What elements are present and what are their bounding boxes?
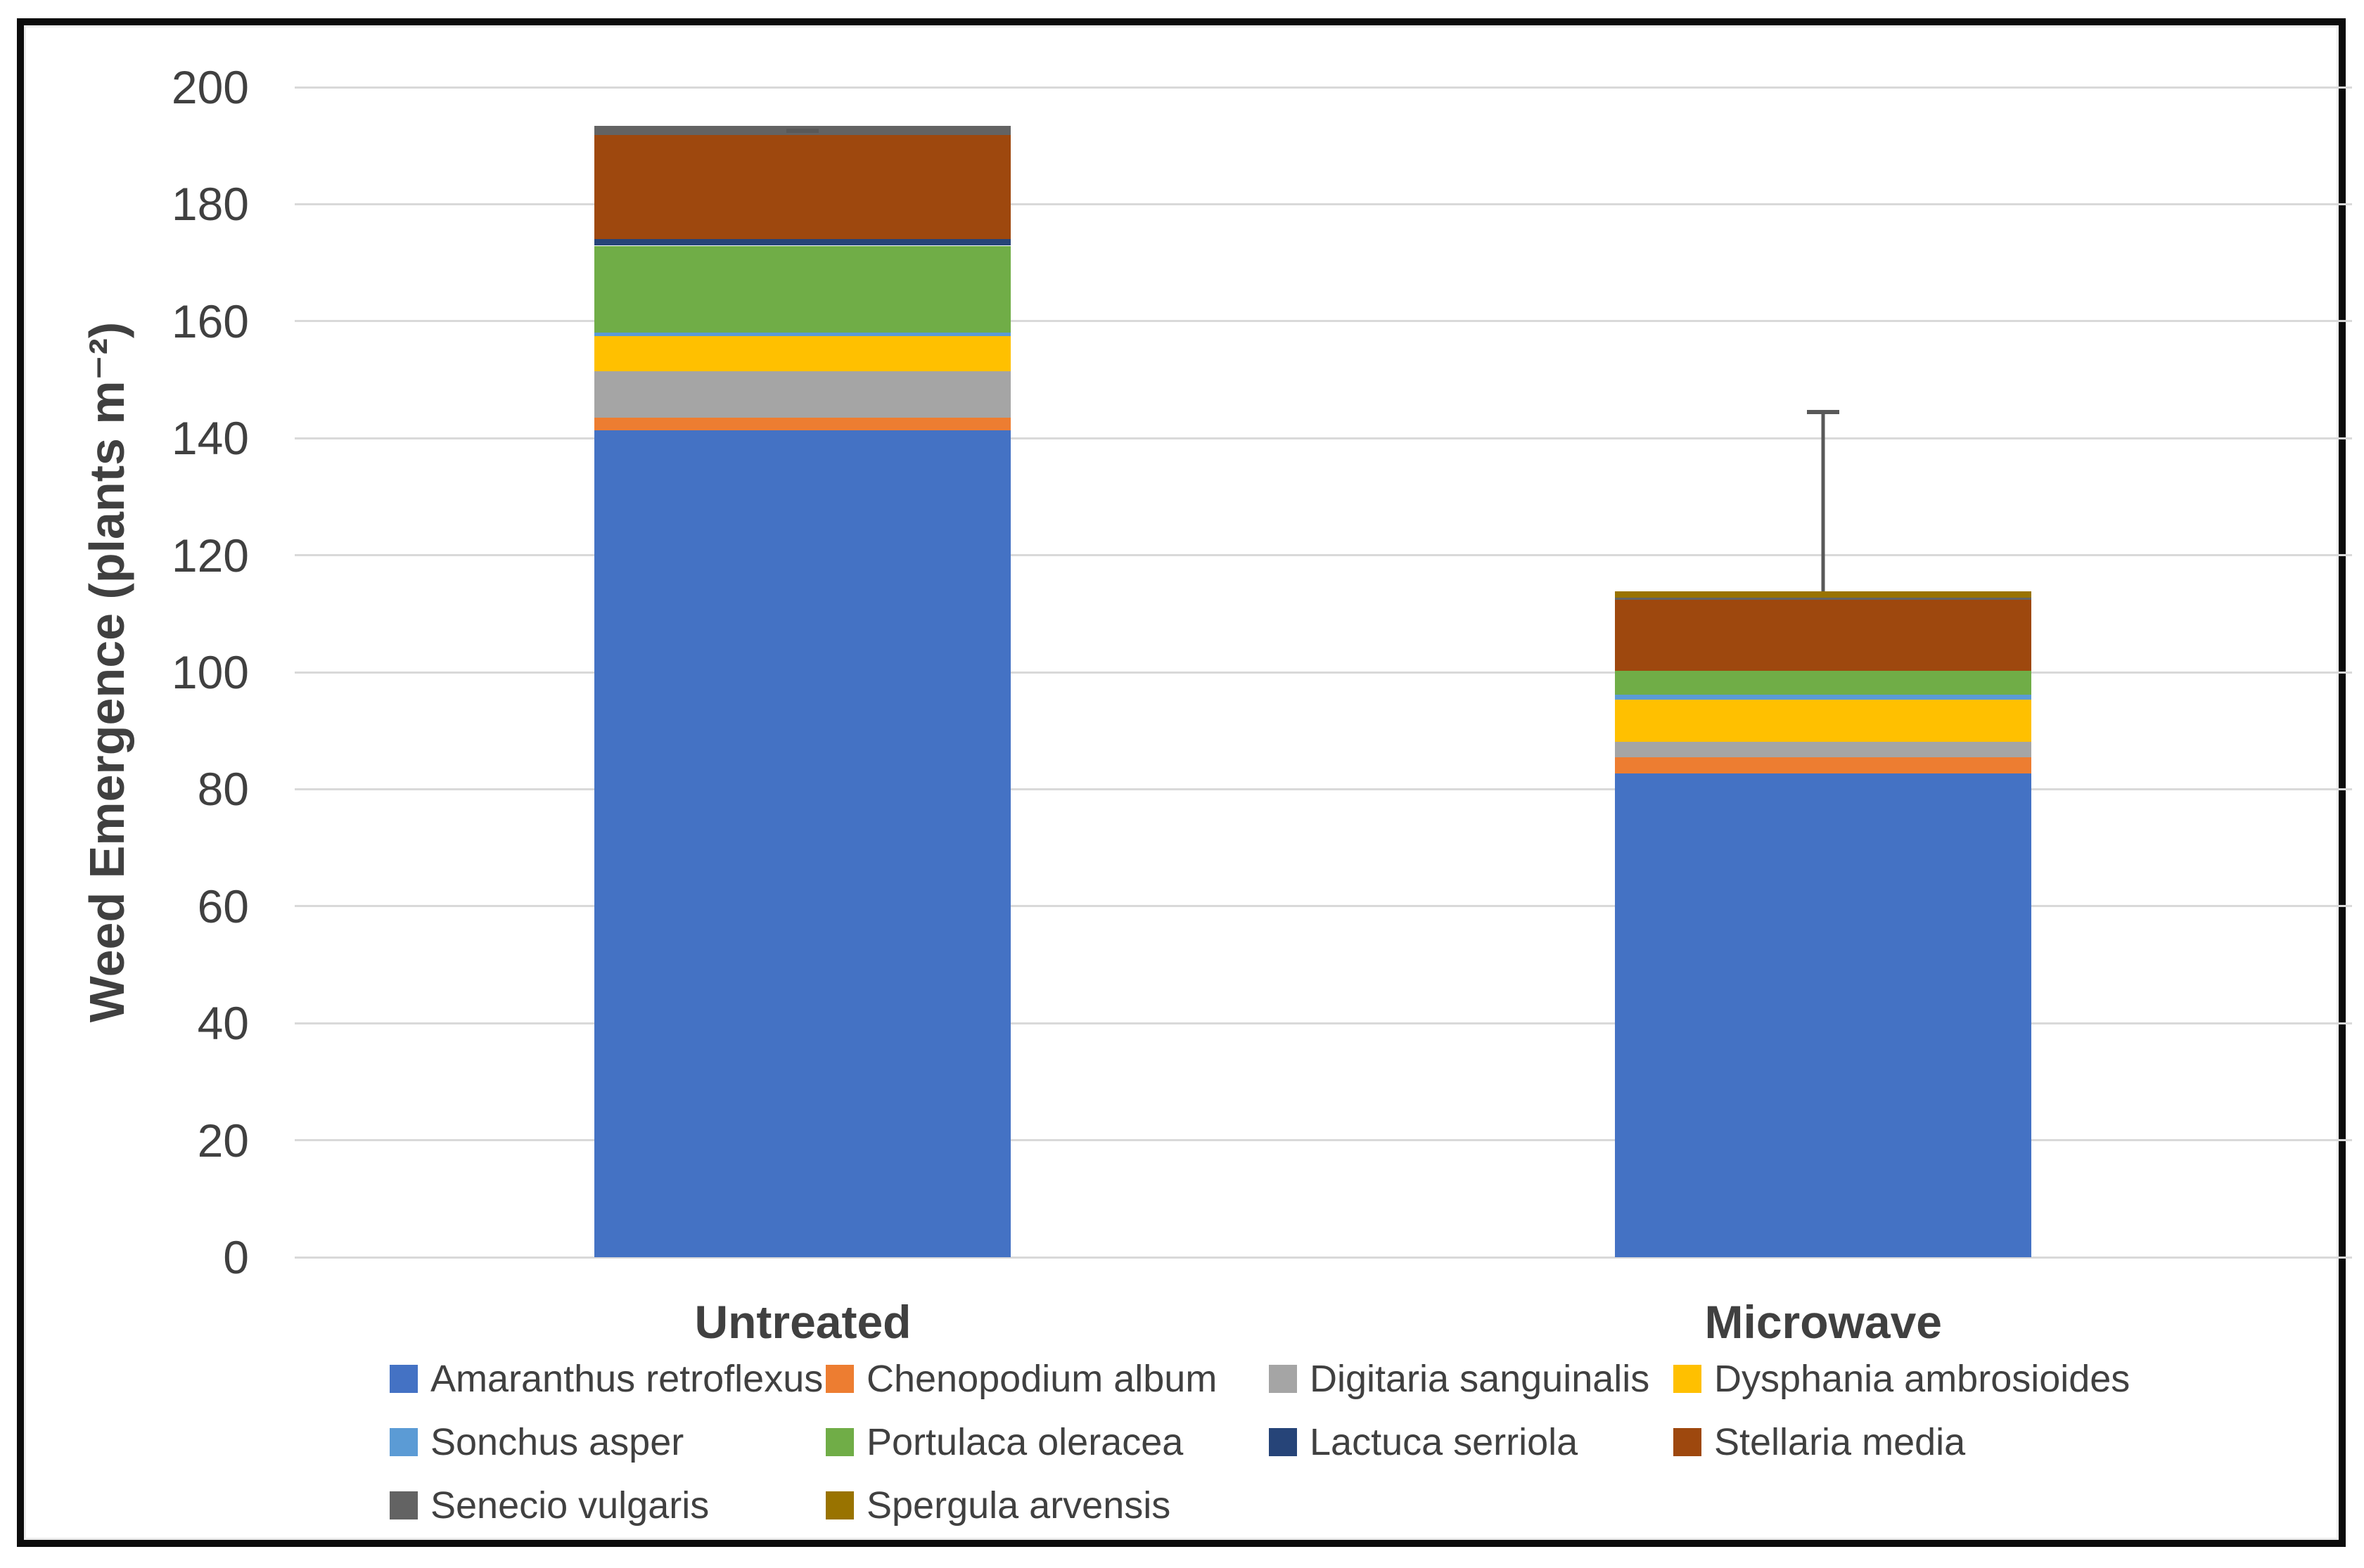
gridline-y-60	[295, 905, 2352, 908]
bar-segment	[594, 333, 1011, 336]
bar-segment	[1615, 591, 2032, 598]
error-bar-whisker	[1821, 411, 1825, 592]
bar-segment	[594, 239, 1011, 246]
y-tick-label-160: 160	[171, 295, 249, 347]
gridline-y-140	[295, 437, 2352, 439]
legend-label: Sonchus asper	[430, 1421, 684, 1463]
legend-label: Stellaria media	[1714, 1421, 1966, 1463]
bar-segment	[594, 335, 1011, 371]
legend-label: Digitaria sanguinalis	[1310, 1358, 1650, 1400]
legend-item: Lactuca serriola	[1269, 1423, 1673, 1461]
legend-label: Portulaca oleracea	[867, 1421, 1184, 1463]
y-tick-label-120: 120	[171, 529, 249, 581]
bar-segment	[1615, 700, 2032, 743]
bar-untreated	[594, 87, 1011, 1257]
legend-item: Sonchus asper	[390, 1423, 826, 1461]
y-tick-label-40: 40	[197, 997, 249, 1050]
bar-segment	[1615, 742, 2032, 757]
legend-label: Amaranthus retroflexus	[430, 1358, 824, 1400]
gridline-y-160	[295, 320, 2352, 323]
legend-swatch-icon	[390, 1365, 418, 1393]
legend-swatch-icon	[826, 1365, 854, 1393]
bar-segment	[594, 418, 1011, 430]
plot-area	[295, 86, 2352, 1259]
legend-item: Senecio vulgaris	[390, 1486, 826, 1524]
gridline-y-200	[295, 86, 2352, 89]
gridline-y-120	[295, 554, 2352, 557]
gridline-y-80	[295, 788, 2352, 790]
legend-item: Stellaria media	[1673, 1423, 2109, 1461]
y-tick-label-20: 20	[197, 1114, 249, 1167]
chart-outer-frame: Weed Emergence (plants m⁻²) Untreated Mic…	[17, 18, 2352, 1550]
y-tick-label-80: 80	[197, 763, 249, 816]
legend-row: Amaranthus retroflexus Chenopodium album D…	[390, 1360, 2218, 1398]
legend-label: Spergula arvensis	[867, 1484, 1171, 1527]
y-tick-label-180: 180	[171, 178, 249, 231]
bar-segment	[594, 430, 1011, 1257]
legend-swatch-icon	[826, 1428, 854, 1456]
y-tick-label-60: 60	[197, 880, 249, 932]
legend-label: Dysphania ambrosioides	[1714, 1358, 2130, 1400]
bar-segment	[1615, 695, 2032, 700]
category-label-untreated: Untreated	[694, 1296, 912, 1348]
legend-row: Senecio vulgaris Spergula arvensis	[390, 1486, 2218, 1524]
y-tick-label-100: 100	[171, 646, 249, 698]
gridline-y-0	[295, 1256, 2352, 1259]
gridline-y-20	[295, 1139, 2352, 1142]
legend-item: Chenopodium album	[826, 1360, 1269, 1398]
legend-swatch-icon	[390, 1491, 418, 1519]
legend-item: Dysphania ambrosioides	[1673, 1360, 2130, 1398]
bar-segment	[1615, 671, 2032, 695]
legend-swatch-icon	[826, 1491, 854, 1519]
y-tick-label-0: 0	[223, 1231, 249, 1283]
gridline-y-180	[295, 203, 2352, 205]
legend-item: Digitaria sanguinalis	[1269, 1360, 1673, 1398]
legend-swatch-icon	[1673, 1365, 1701, 1393]
legend-label: Chenopodium album	[867, 1358, 1218, 1400]
legend-label: Lactuca serriola	[1310, 1421, 1578, 1463]
bar-segment	[1615, 597, 2032, 600]
legend-item: Spergula arvensis	[826, 1486, 1269, 1524]
gridline-y-40	[295, 1022, 2352, 1024]
bar-segment	[1615, 773, 2032, 1257]
bar-microwave	[1615, 87, 2032, 1257]
y-tick-label-140: 140	[171, 412, 249, 465]
bar-segment	[1615, 757, 2032, 773]
legend-item: Amaranthus retroflexus	[390, 1360, 826, 1398]
category-label-microwave: Microwave	[1704, 1296, 1942, 1348]
legend-swatch-icon	[1269, 1428, 1297, 1456]
legend-swatch-icon	[1269, 1365, 1297, 1393]
bar-segment	[594, 371, 1011, 418]
legend-row: Sonchus asper Portulaca oleracea Lactuca s…	[390, 1423, 2218, 1461]
legend-label: Senecio vulgaris	[430, 1484, 710, 1527]
bar-segment	[1615, 599, 2032, 671]
legend-item: Portulaca oleracea	[826, 1423, 1269, 1461]
legend-swatch-icon	[390, 1428, 418, 1456]
bar-segment	[594, 135, 1011, 240]
legend-swatch-icon	[1673, 1428, 1701, 1456]
legend: Amaranthus retroflexus Chenopodium album D…	[390, 1360, 2218, 1550]
bar-segment	[594, 245, 1011, 333]
y-tick-label-200: 200	[171, 61, 249, 113]
gridline-y-100	[295, 671, 2352, 674]
error-bar-cap	[786, 129, 819, 134]
error-bar-cap	[1807, 409, 1840, 414]
